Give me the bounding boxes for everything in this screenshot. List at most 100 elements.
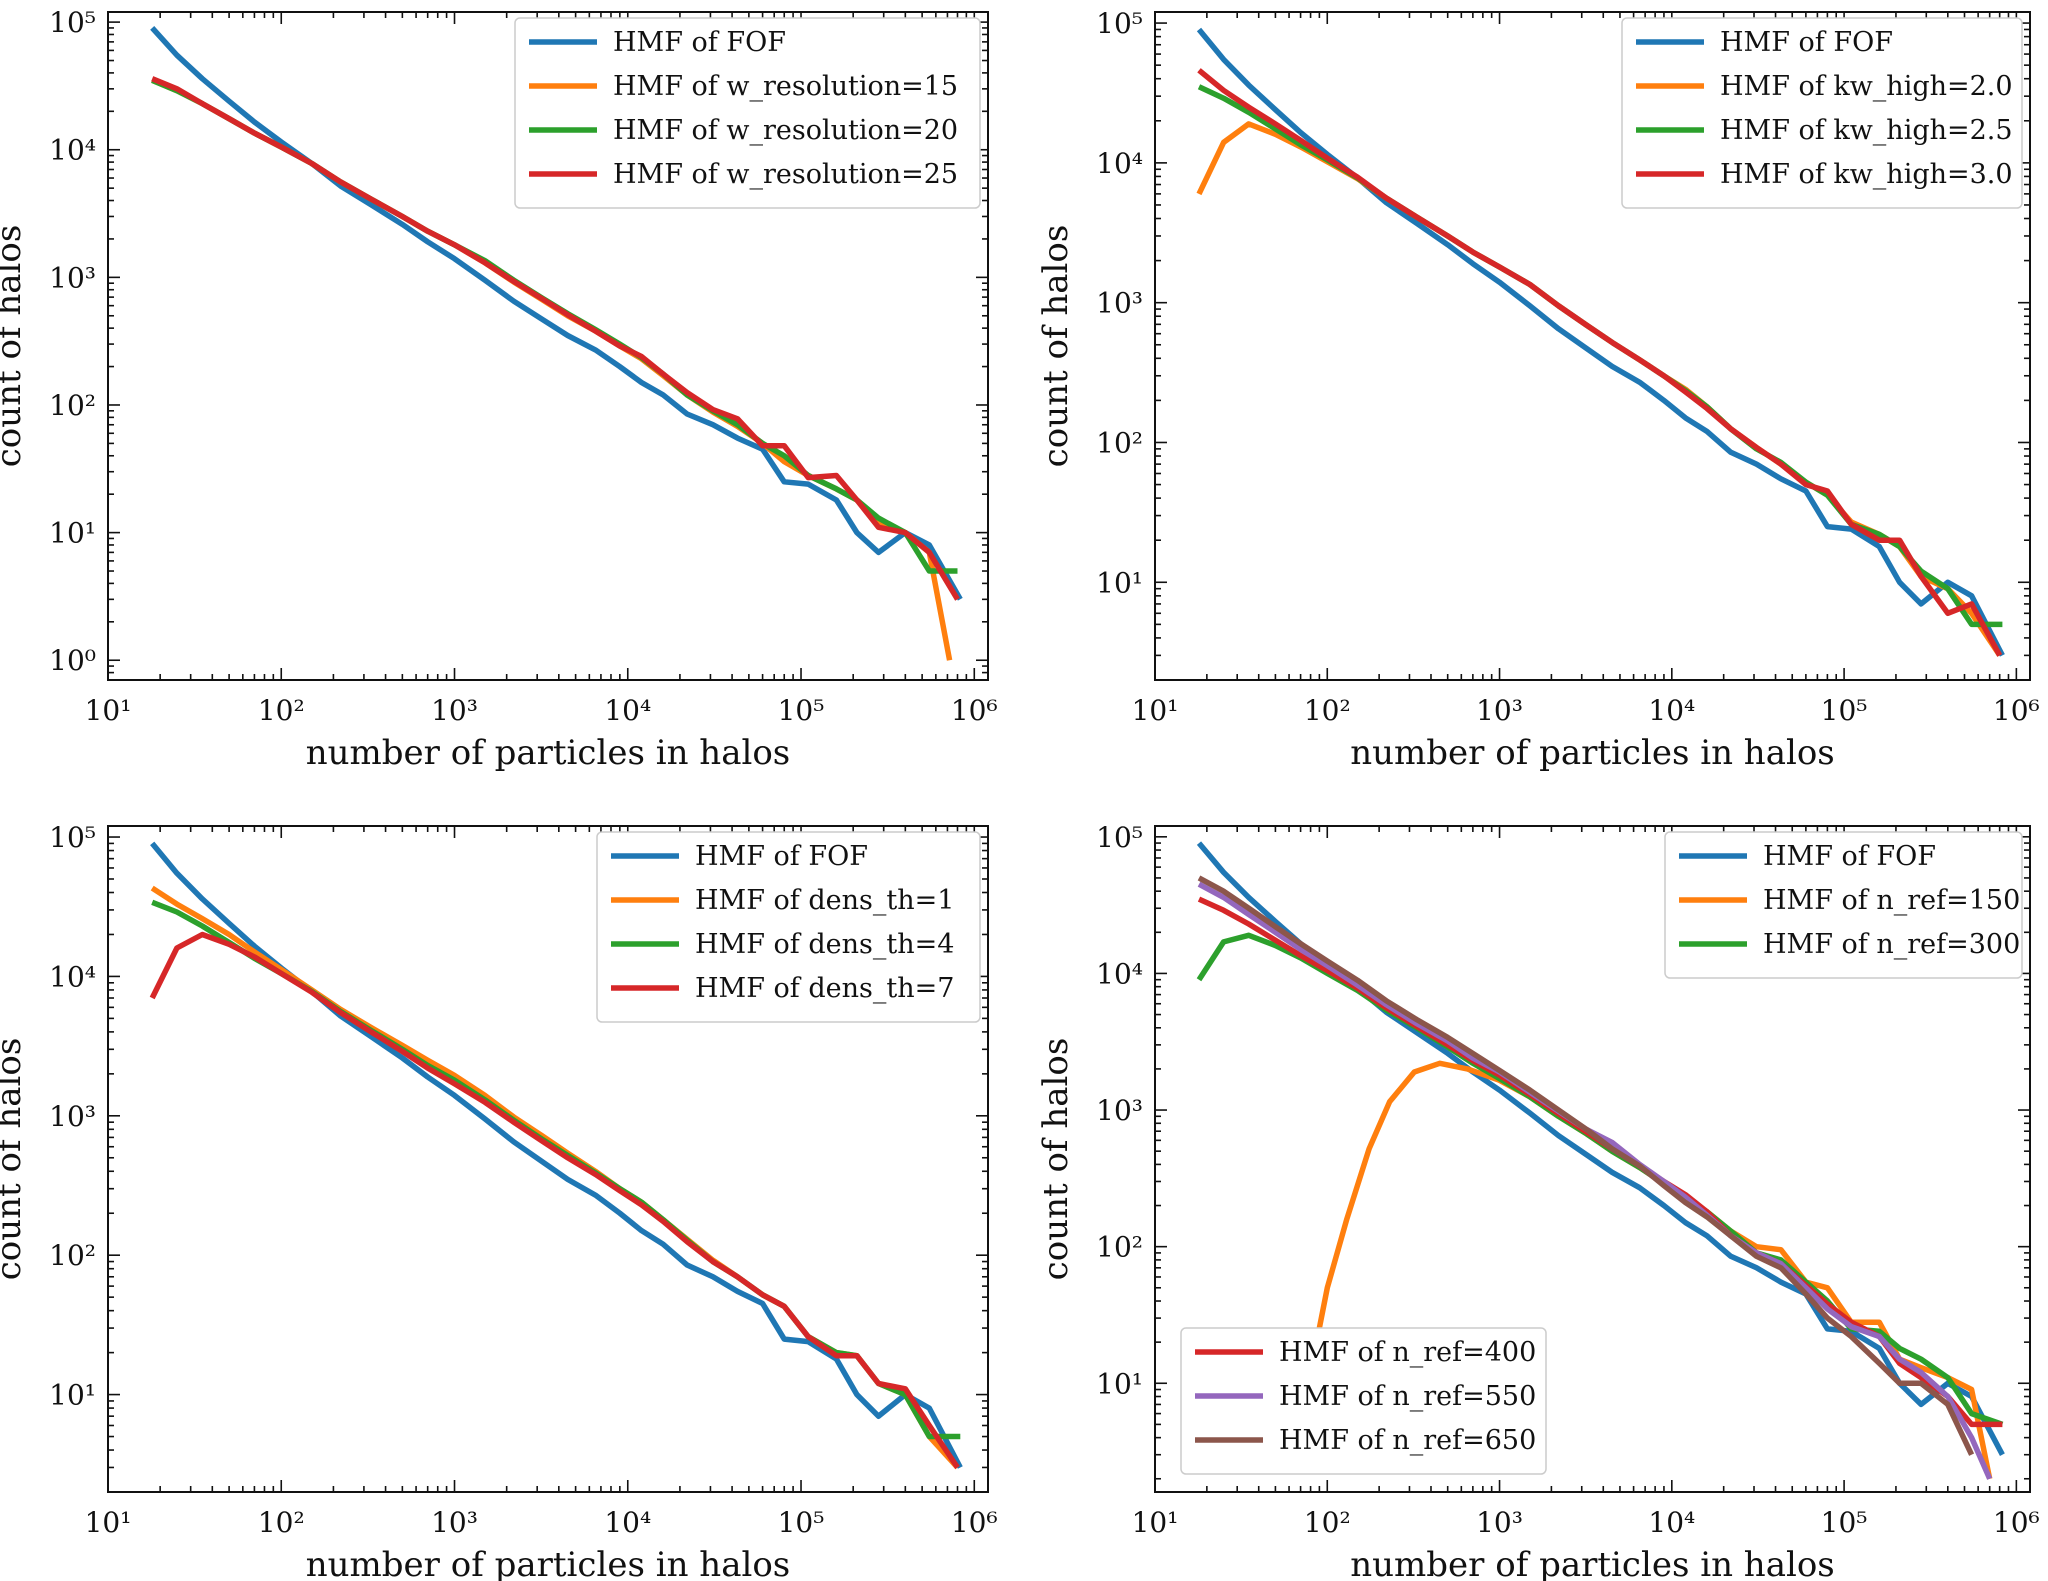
y-tick-label: 10² — [49, 1239, 96, 1272]
x-axis-label: number of particles in halos — [306, 733, 791, 773]
chart-panel-4: 10¹ 10² 10³ 10⁴ 10⁵ 10⁶ 10¹ 10² 10³ 10⁴ 10⁵ number … — [1036, 821, 2040, 1581]
x-axis-label: number of particles in halos — [306, 1545, 791, 1581]
y-axis-label: count of halos — [0, 1038, 29, 1281]
y-tick-label: 10¹ — [49, 517, 96, 550]
x-tick-label: 10² — [1304, 694, 1351, 727]
legend: HMF of FOF HMF of kw_high=2.0 HMF of kw_hi… — [1621, 17, 2023, 209]
y-tick-label: 10³ — [49, 261, 96, 294]
x-tick-label: 10² — [258, 694, 305, 727]
x-tick-label: 10³ — [431, 694, 478, 727]
legend: HMF of FOF HMF of w_resolution=15 HMF of w… — [514, 17, 981, 209]
series-group — [150, 26, 963, 661]
legend-label: HMF of dens_th=1 — [695, 885, 954, 916]
x-tick-label: 10³ — [1476, 694, 1523, 727]
x-tick-label: 10⁵ — [778, 694, 825, 727]
x-tick-label: 10⁴ — [1648, 694, 1695, 727]
legend-label: HMF of n_ref=650 — [1279, 1425, 1536, 1456]
plot-frame — [1154, 825, 2031, 1493]
series-group — [149, 841, 963, 1470]
x-tick-label: 10⁶ — [951, 1506, 998, 1539]
y-tick-label: 10³ — [1096, 287, 1143, 320]
series-line-4 — [151, 76, 960, 601]
x-tick-label: 10⁶ — [1993, 694, 2040, 727]
y-tick-label: 10⁴ — [1096, 147, 1143, 180]
x-tick-label: 10⁴ — [604, 694, 651, 727]
series-line-6 — [1197, 875, 1975, 1456]
series-line-1 — [150, 26, 963, 601]
legend-label: HMF of w_resolution=15 — [613, 71, 958, 102]
y-axis-label: count of halos — [1036, 225, 1076, 468]
y-tick-label: 10⁴ — [49, 134, 96, 167]
legend-label: HMF of n_ref=550 — [1279, 1381, 1536, 1412]
x-tick-label: 10² — [1304, 1506, 1351, 1539]
chart-panel-2: 10¹ 10² 10³ 10⁴ 10⁵ 10⁶ 10¹ 10² 10³ 10⁴ 10⁵ number … — [1036, 7, 2040, 773]
legend-label: HMF of n_ref=400 — [1279, 1337, 1536, 1368]
y-axis-label: count of halos — [0, 225, 29, 468]
x-tick-label: 10¹ — [1132, 694, 1179, 727]
chart-panel-3: 10¹ 10² 10³ 10⁴ 10⁵ 10⁶ 10¹ 10² 10³ 10⁴ 10⁵ number … — [0, 821, 998, 1581]
y-tick-label: 10⁵ — [1096, 7, 1143, 40]
legend-label: HMF of kw_high=2.0 — [1720, 71, 2013, 102]
y-tick-label: 10² — [1096, 426, 1143, 459]
legend-frame — [596, 831, 981, 1023]
y-tick-label: 10⁵ — [49, 821, 96, 854]
y-tick-label: 10⁴ — [1096, 957, 1143, 990]
legend-secondary: HMF of n_ref=400 HMF of n_ref=550 HMF of n… — [1180, 1327, 1547, 1475]
y-tick-label: 10² — [49, 389, 96, 422]
legend-label: HMF of FOF — [1763, 841, 1936, 872]
legend-label: HMF of w_resolution=25 — [613, 159, 958, 190]
y-tick-label: 10² — [1096, 1231, 1143, 1264]
plot-frame — [1154, 11, 2031, 681]
legend-frame — [514, 17, 981, 209]
y-tick-label: 10⁰ — [49, 644, 96, 677]
legend-label: HMF of kw_high=3.0 — [1720, 159, 2013, 190]
x-tick-label: 10¹ — [1132, 1506, 1179, 1539]
y-tick-label: 10⁵ — [1096, 821, 1143, 854]
y-axis-label: count of halos — [1036, 1038, 1076, 1281]
y-tick-label: 10¹ — [49, 1379, 96, 1412]
x-tick-label: 10³ — [1476, 1506, 1523, 1539]
legend: HMF of FOF HMF of n_ref=150 HMF of n_ref=3… — [1664, 831, 2023, 979]
x-tick-label: 10⁶ — [1993, 1506, 2040, 1539]
x-tick-label: 10⁴ — [1648, 1506, 1695, 1539]
y-tick-label: 10⁵ — [49, 6, 96, 39]
legend-label: HMF of FOF — [1720, 27, 1893, 58]
legend: HMF of FOF HMF of dens_th=1 HMF of dens_th… — [596, 831, 981, 1023]
x-tick-label: 10⁴ — [604, 1506, 651, 1539]
chart-panel-1: 10¹ 10² 10³ 10⁴ 10⁵ 10⁶ 10⁰ 10¹ 10² 10³ 10⁴ 10⁵ numb… — [0, 6, 998, 773]
legend-frame — [1664, 831, 2023, 979]
y-tick-label: 10³ — [1096, 1094, 1143, 1127]
plot-frame — [107, 825, 989, 1493]
x-tick-label: 10⁶ — [951, 694, 998, 727]
x-tick-label: 10¹ — [85, 1506, 132, 1539]
legend-label: HMF of FOF — [613, 27, 786, 58]
legend-label: HMF of n_ref=150 — [1763, 885, 2020, 916]
x-tick-label: 10⁵ — [778, 1506, 825, 1539]
legend-label: HMF of kw_high=2.5 — [1720, 115, 2013, 146]
legend-label: HMF of dens_th=7 — [695, 973, 954, 1004]
x-tick-label: 10⁵ — [1821, 694, 1868, 727]
y-tick-label: 10¹ — [1096, 566, 1143, 599]
series-line-4 — [1197, 68, 2003, 657]
x-tick-label: 10³ — [431, 1506, 478, 1539]
x-axis-label: number of particles in halos — [1350, 1545, 1835, 1581]
legend-label: HMF of dens_th=4 — [695, 929, 954, 960]
plot-frame — [107, 11, 989, 681]
x-tick-label: 10¹ — [85, 694, 132, 727]
legend-frame — [1180, 1327, 1547, 1475]
y-tick-label: 10¹ — [1096, 1367, 1143, 1400]
legend-label: HMF of FOF — [695, 841, 868, 872]
legend-label: HMF of w_resolution=20 — [613, 115, 958, 146]
series-group — [1196, 841, 2005, 1480]
x-axis-label: number of particles in halos — [1350, 733, 1835, 773]
x-tick-label: 10² — [258, 1506, 305, 1539]
series-line-4 — [149, 931, 960, 1470]
series-group — [1196, 27, 2005, 657]
y-tick-label: 10³ — [49, 1100, 96, 1133]
legend-label: HMF of n_ref=300 — [1763, 929, 2020, 960]
x-tick-label: 10⁵ — [1821, 1506, 1868, 1539]
series-line-5 — [1197, 881, 1993, 1480]
legend-frame — [1621, 17, 2023, 209]
y-tick-label: 10⁴ — [49, 960, 96, 993]
